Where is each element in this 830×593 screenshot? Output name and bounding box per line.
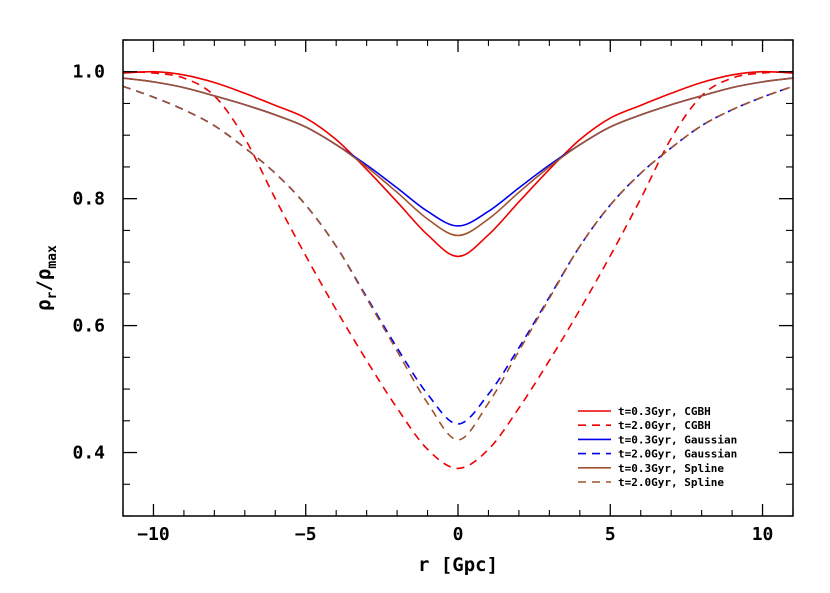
y-axis-label-base: ρ (33, 299, 55, 310)
x-axis-label: r [Gpc] (418, 554, 498, 576)
x-tick-label: −10 (137, 524, 170, 545)
series-line-4 (123, 85, 793, 425)
x-tick-label: 0 (453, 524, 464, 545)
x-axis: −10 −5 0 5 10 (122, 40, 794, 545)
y-axis-label-slash: / (33, 280, 55, 291)
y-axis: 0.4 0.6 0.8 1.0 (72, 39, 793, 517)
legend-label: t=0.3Gyr, Spline (618, 462, 724, 475)
svg-text:ρr/ρmax: ρr/ρmax (33, 245, 60, 311)
series-line-6 (123, 85, 793, 441)
legend-label: t=2.0Gyr, Gaussian (618, 448, 737, 461)
y-axis-label-sub2: max (45, 245, 60, 269)
y-tick-label: 0.6 (72, 316, 105, 337)
series-line-3 (123, 77, 793, 227)
series-layer (123, 70, 793, 470)
legend-label: t=0.3Gyr, Gaussian (618, 433, 737, 446)
legend-label: t=2.0Gyr, Spline (618, 476, 724, 489)
series-line-1 (123, 70, 793, 258)
legend-label: t=0.3Gyr, CGBH (618, 405, 711, 418)
y-axis-label-base2: ρ (33, 269, 55, 280)
series-line-5 (123, 77, 793, 237)
legend-label: t=2.0Gyr, CGBH (618, 419, 711, 432)
x-tick-label: 10 (752, 524, 774, 545)
y-tick-label: 1.0 (72, 62, 105, 83)
x-tick-label: −5 (295, 524, 317, 545)
series-line-2 (123, 70, 793, 470)
y-tick-label: 0.8 (72, 189, 105, 210)
y-axis-label-sub1: r (45, 291, 60, 299)
y-tick-label: 0.4 (72, 443, 105, 464)
x-tick-label: 5 (605, 524, 616, 545)
y-axis-label: ρr/ρmax (33, 245, 60, 311)
